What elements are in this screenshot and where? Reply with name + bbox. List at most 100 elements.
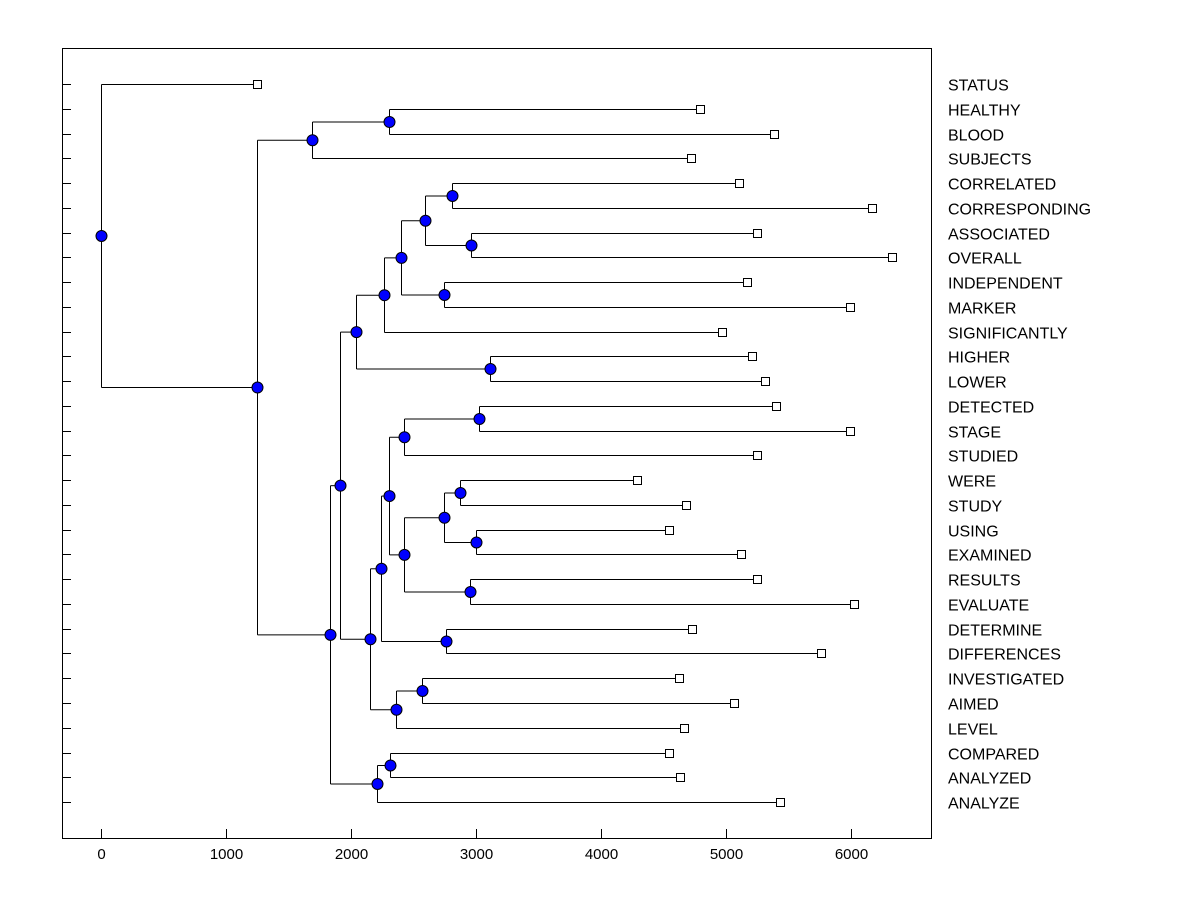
x-tick-label: 4000 bbox=[585, 846, 618, 863]
merge-node bbox=[378, 289, 391, 302]
leaf-label: STUDY bbox=[948, 499, 1003, 516]
merge-node bbox=[306, 134, 319, 147]
merge-node bbox=[95, 230, 108, 243]
row-ticks bbox=[62, 84, 71, 803]
leaf-marker bbox=[665, 749, 674, 758]
merge-node bbox=[383, 490, 396, 503]
leaf-marker bbox=[680, 724, 689, 733]
leaf-label: MARKER bbox=[948, 301, 1016, 318]
leaf-marker bbox=[718, 328, 727, 337]
leaf-marker bbox=[753, 451, 762, 460]
merge-node bbox=[395, 251, 408, 264]
leaf-marker bbox=[675, 674, 684, 683]
x-tick-label: 0 bbox=[97, 846, 105, 863]
leaf-label: STUDIED bbox=[948, 449, 1018, 466]
x-tick-label: 1000 bbox=[210, 846, 243, 863]
merge-node bbox=[375, 562, 388, 575]
leaf-label: USING bbox=[948, 524, 999, 541]
merge-node bbox=[473, 413, 486, 425]
merge-node bbox=[384, 759, 397, 772]
merge-node bbox=[484, 363, 497, 375]
leaf-label: EXAMINED bbox=[948, 548, 1032, 565]
merge-node bbox=[251, 381, 264, 394]
merge-node bbox=[464, 586, 477, 598]
merge-node bbox=[350, 326, 363, 339]
leaf-marker bbox=[846, 427, 855, 436]
merge-node bbox=[440, 635, 453, 648]
leaf-label: LEVEL bbox=[948, 722, 998, 739]
leaf-label: DETERMINE bbox=[948, 623, 1042, 640]
leaf-marker bbox=[776, 798, 785, 807]
leaf-marker bbox=[687, 154, 696, 163]
leaf-label: ASSOCIATED bbox=[948, 227, 1050, 244]
leaf-marker bbox=[753, 575, 762, 584]
leaf-marker bbox=[665, 526, 674, 535]
merge-node bbox=[419, 214, 432, 227]
leaf-label: STATUS bbox=[948, 78, 1009, 95]
merge-node bbox=[470, 536, 483, 549]
merge-node bbox=[465, 239, 478, 252]
leaf-label: DIFFERENCES bbox=[948, 647, 1061, 664]
leaf-label: STAGE bbox=[948, 425, 1001, 442]
leaf-marker bbox=[688, 625, 697, 634]
leaf-label: CORRELATED bbox=[948, 177, 1056, 194]
leaf-label: INDEPENDENT bbox=[948, 276, 1063, 293]
leaf-label: DETECTED bbox=[948, 400, 1034, 417]
leaf-label: HIGHER bbox=[948, 350, 1010, 367]
leaf-marker bbox=[770, 130, 779, 139]
x-tick-label: 2000 bbox=[335, 846, 368, 863]
x-tick-label: 6000 bbox=[835, 846, 868, 863]
dendrogram-links bbox=[101, 84, 889, 803]
merge-node bbox=[334, 479, 347, 492]
merge-node bbox=[438, 511, 451, 524]
merge-node bbox=[371, 778, 384, 790]
leaf-label: HEALTHY bbox=[948, 103, 1021, 120]
leaf-marker bbox=[850, 600, 859, 609]
leaf-marker bbox=[633, 476, 642, 485]
leaf-marker bbox=[888, 253, 897, 262]
leaf-label: WERE bbox=[948, 474, 996, 491]
leaf-marker bbox=[676, 773, 685, 782]
x-tick-label: 5000 bbox=[710, 846, 743, 863]
leaf-label: ANALYZE bbox=[948, 796, 1020, 813]
leaf-marker bbox=[748, 352, 757, 361]
leaf-label: BLOOD bbox=[948, 128, 1004, 145]
leaf-marker bbox=[817, 649, 826, 658]
merge-node bbox=[390, 703, 403, 716]
leaf-labels: STATUS HEALTHY BLOOD SUBJECTS CORRELATED CORR… bbox=[948, 78, 1091, 813]
leaf-label: SUBJECTS bbox=[948, 152, 1032, 169]
leaf-label: SIGNIFICANTLY bbox=[948, 326, 1068, 343]
merge-node bbox=[364, 633, 377, 646]
leaf-label: RESULTS bbox=[948, 573, 1021, 590]
leaf-label: INVESTIGATED bbox=[948, 672, 1064, 689]
merge-node bbox=[416, 685, 429, 697]
merge-node bbox=[398, 548, 411, 561]
leaf-marker bbox=[868, 204, 877, 213]
leaf-marker bbox=[735, 179, 744, 188]
leaf-marker bbox=[696, 105, 705, 114]
merge-node bbox=[454, 487, 467, 499]
leaf-label: LOWER bbox=[948, 375, 1007, 392]
plot-frame bbox=[62, 48, 932, 839]
leaf-marker bbox=[743, 278, 752, 287]
leaf-marker bbox=[730, 699, 739, 708]
dendrogram-nodes bbox=[95, 80, 897, 807]
leaf-label: AIMED bbox=[948, 697, 999, 714]
leaf-marker bbox=[772, 402, 781, 411]
leaf-marker bbox=[753, 229, 762, 238]
merge-node bbox=[324, 628, 337, 641]
merge-node bbox=[398, 431, 411, 444]
leaf-label: CORRESPONDING bbox=[948, 202, 1091, 219]
leaf-label: OVERALL bbox=[948, 251, 1022, 268]
merge-node bbox=[383, 116, 396, 128]
leaf-marker bbox=[253, 80, 262, 89]
merge-node bbox=[438, 289, 451, 301]
leaf-label: EVALUATE bbox=[948, 598, 1029, 615]
leaf-label: ANALYZED bbox=[948, 771, 1031, 788]
leaf-marker bbox=[846, 303, 855, 312]
merge-node bbox=[446, 190, 459, 202]
leaf-label: COMPARED bbox=[948, 747, 1039, 764]
leaf-marker bbox=[761, 377, 770, 386]
x-tick-label: 3000 bbox=[460, 846, 493, 863]
